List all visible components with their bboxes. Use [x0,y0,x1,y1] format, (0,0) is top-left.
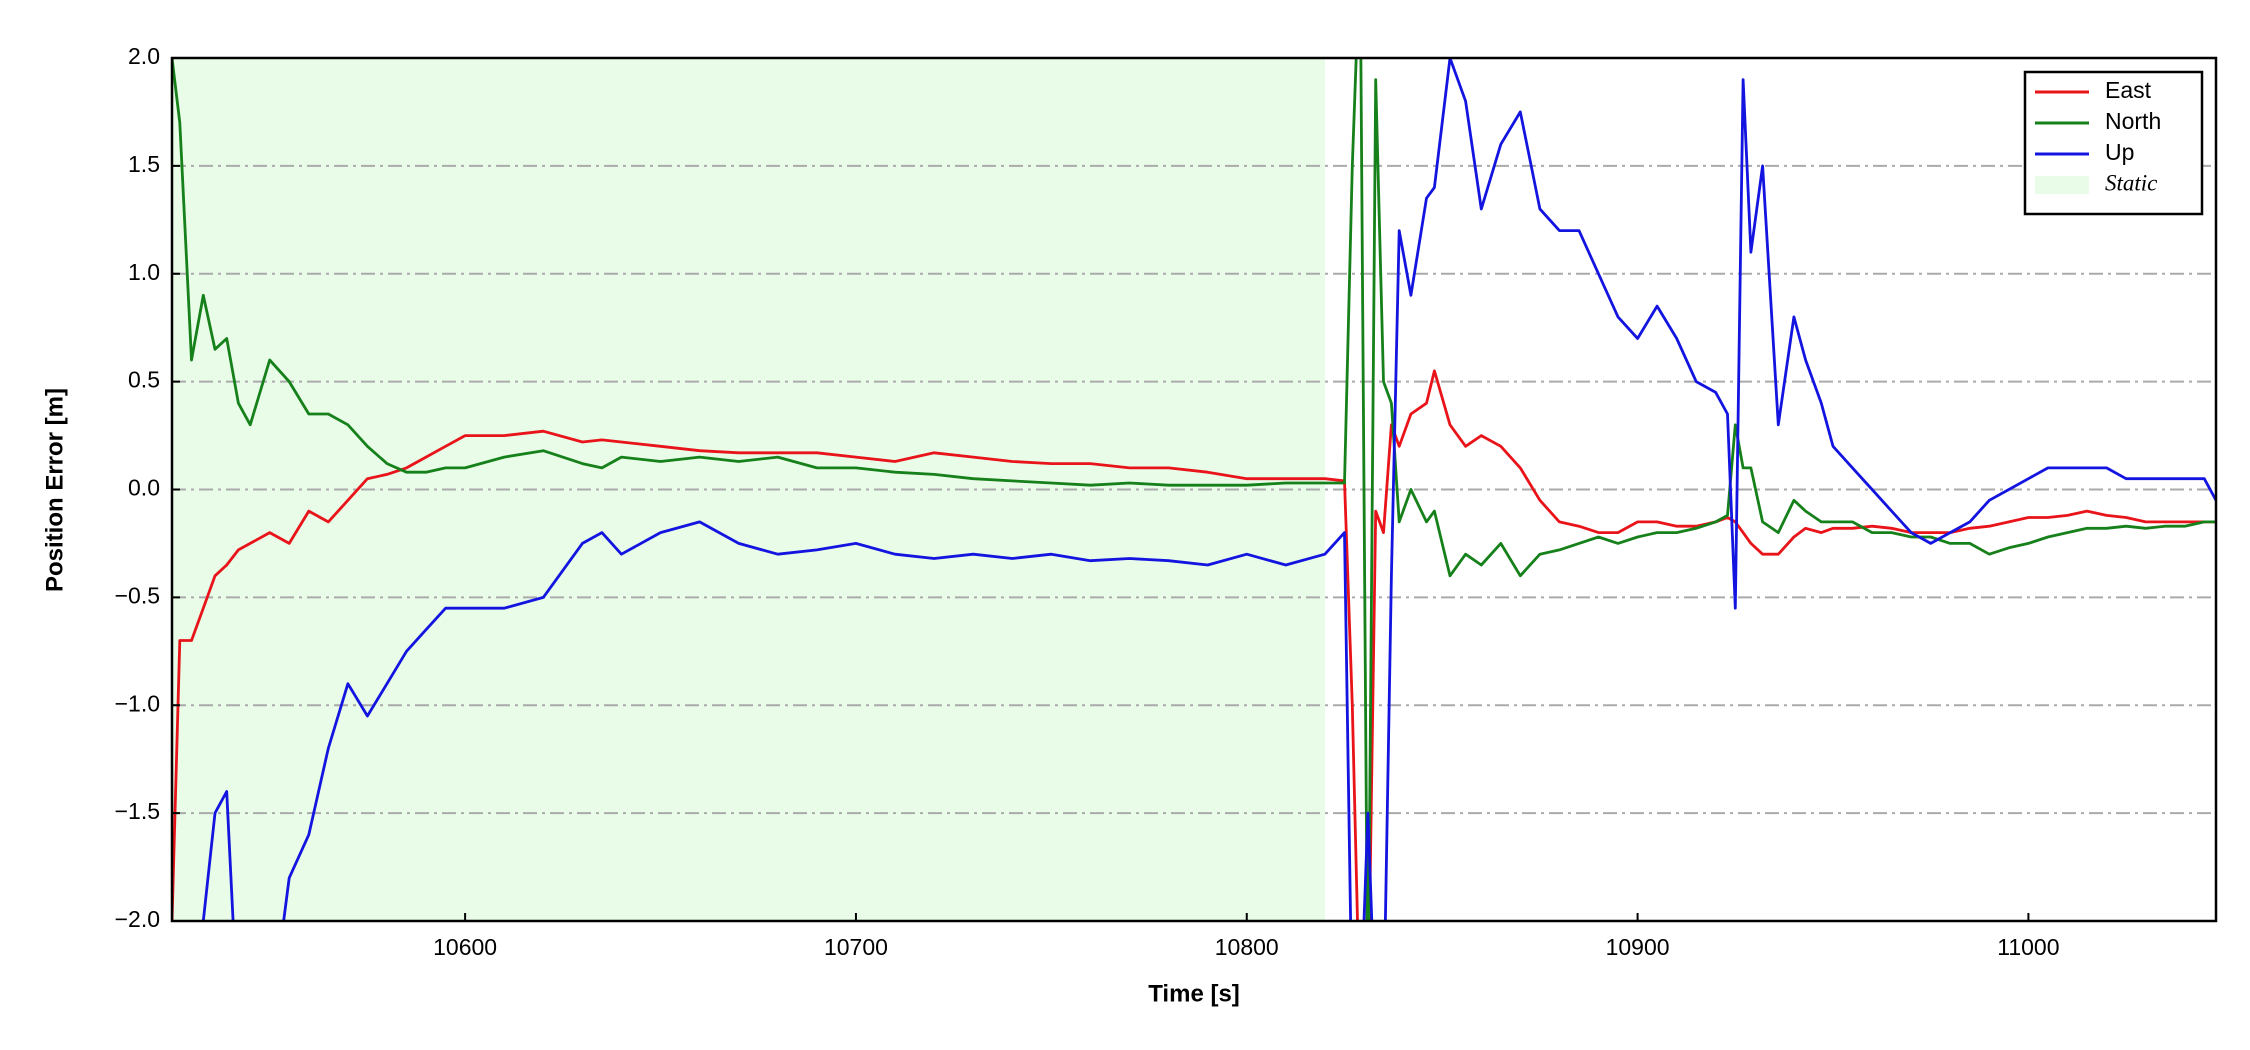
x-tick-label: 10700 [824,934,888,960]
y-tick-label: 1.5 [128,151,160,177]
lines [172,58,2216,921]
y-tick-label: 2.0 [128,43,160,69]
legend-label: Up [2105,139,2134,165]
legend-label: Static [2105,170,2157,195]
y-tick-label: −2.0 [115,906,160,932]
y-tick-label: −0.5 [115,582,160,608]
x-tick-label: 11000 [1997,934,2059,960]
x-tick-label: 10900 [1606,934,1670,960]
y-tick-label: 0.0 [128,475,160,501]
x-axis-label: Time [s] [1148,980,1240,1007]
y-tick-label: 0.5 [128,367,160,393]
x-tick-label: 10600 [433,934,497,960]
legend-swatch [2035,176,2089,194]
y-tick-label: −1.0 [115,690,160,716]
grid [172,164,2216,815]
y-tick-label: −1.5 [115,798,160,824]
y-axis-label: Position Error [m] [41,388,68,592]
legend-label: North [2105,108,2161,134]
series-line [201,58,2216,921]
x-tick-label: 10800 [1215,934,1279,960]
axes: −2.0 −1.5 −1.0 −0.5 0.0 0.5 1.0 1.5 2.0 10600 1070… [115,43,2060,960]
legend-label: East [2105,77,2152,103]
y-tick-label: 1.0 [128,259,160,285]
legend: East North Up Static [2023,70,2204,216]
